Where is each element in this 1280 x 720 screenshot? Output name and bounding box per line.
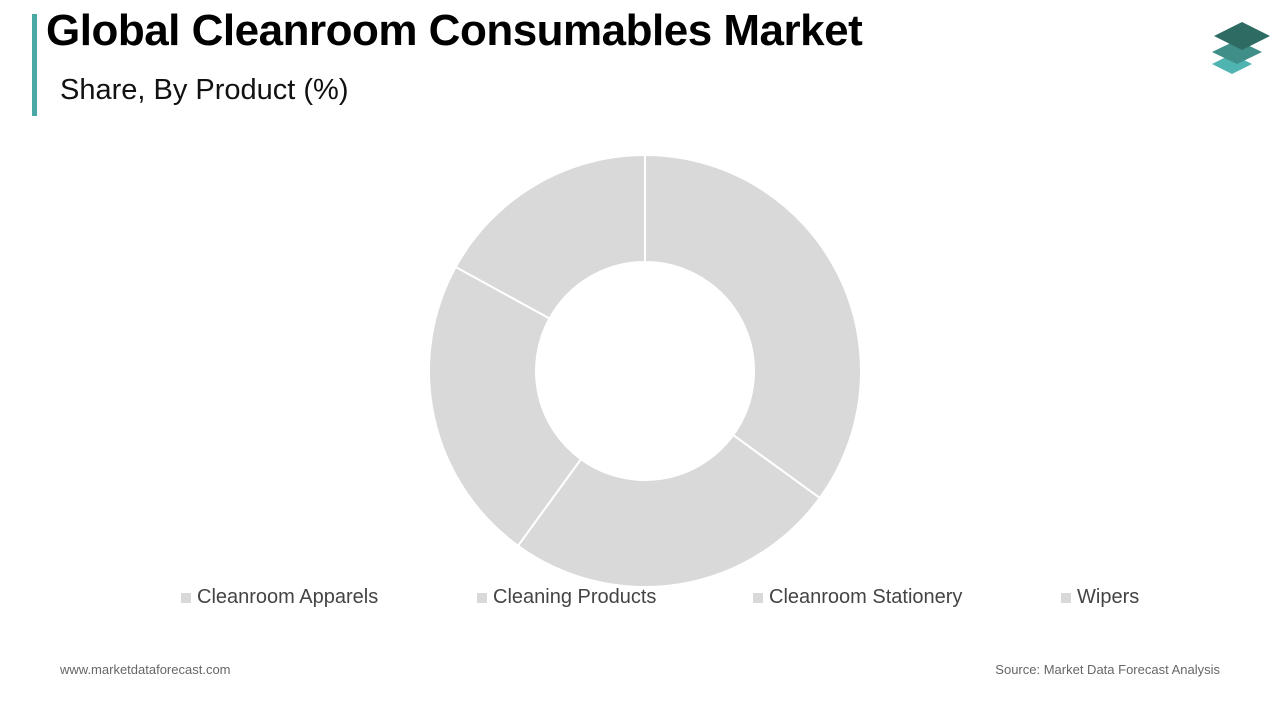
legend-label: Cleanroom Stationery [769, 586, 963, 608]
legend-item: Cleanroom Apparels [181, 586, 378, 609]
title-accent-bar [32, 14, 37, 116]
legend-label: Cleanroom Apparels [197, 586, 379, 608]
legend-label: Wipers [1077, 586, 1140, 608]
legend-label: Cleaning Products [493, 586, 657, 608]
chart-subtitle: Share, By Product (%) [60, 74, 349, 106]
logo-layer-top [1214, 22, 1270, 50]
donut-slice-cleanroom-stationery [428, 265, 583, 548]
legend-item: Cleanroom Stationery [753, 586, 962, 609]
legend-swatch [477, 592, 487, 603]
page-title: Global Cleanroom Consumables Market [46, 6, 863, 55]
footer-website: www.marketdataforecast.com [60, 662, 231, 677]
legend-swatch [1061, 592, 1071, 603]
donut-slice-cleaning-products [516, 433, 822, 588]
legend-swatch [753, 592, 763, 603]
chart-legend: Cleanroom Apparels Cleaning Products Clean… [0, 586, 1280, 612]
legend-item: Cleaning Products [477, 586, 656, 609]
legend-swatch [181, 592, 191, 603]
donut-slice-cleanroom-apparels [644, 153, 862, 500]
donut-slice-wipers [454, 153, 646, 320]
legend-item: Wipers [1061, 586, 1139, 609]
footer-source: Source: Market Data Forecast Analysis [995, 662, 1220, 677]
stacked-layers-icon [1212, 22, 1270, 74]
